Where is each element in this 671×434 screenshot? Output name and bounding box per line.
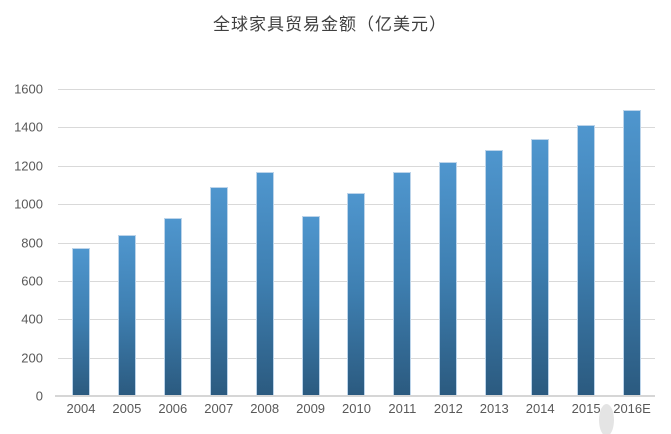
x-tick-label-2016E: 2016E — [613, 401, 651, 416]
bar-2008 — [255, 171, 274, 396]
bar-slot-2010 — [334, 89, 380, 396]
bar-2011 — [393, 171, 412, 396]
bar-2007 — [209, 186, 228, 396]
bar-2014 — [531, 138, 550, 396]
x-tick-label-2004: 2004 — [66, 401, 96, 416]
gridline-1400 — [58, 127, 655, 129]
y-tick-label-200: 200 — [21, 350, 43, 366]
bar-slot-2013 — [471, 89, 517, 396]
x-tick-label-2015: 2015 — [571, 401, 601, 416]
x-tick-label-2005: 2005 — [112, 401, 142, 416]
y-tick-label-600: 600 — [21, 273, 43, 289]
x-tick-label-2011: 2011 — [388, 401, 417, 416]
y-axis-labels: 0 200 400 600 800 1000 1200 1400 1600 — [0, 82, 45, 404]
bar-slot-2014 — [517, 89, 563, 396]
bar-slot-2004 — [58, 89, 104, 396]
y-tick-label-400: 400 — [21, 311, 43, 327]
x-tick-label-2012: 2012 — [433, 401, 463, 416]
bar-2012 — [439, 161, 458, 396]
x-axis-labels: 2004 2005 2006 2007 2008 2009 2010 2011 2012 2013… — [58, 401, 655, 416]
x-tick-label-2006: 2006 — [158, 401, 188, 416]
x-tick-label-2014: 2014 — [525, 401, 555, 416]
bar-2010 — [347, 192, 366, 396]
y-tick-label-1000: 1000 — [14, 196, 43, 212]
x-axis-line — [55, 395, 655, 397]
y-tick-label-1200: 1200 — [14, 158, 43, 174]
bar-slot-2012 — [425, 89, 471, 396]
bar-slot-2006 — [150, 89, 196, 396]
bar-slot-2011 — [379, 89, 425, 396]
bar-2013 — [485, 150, 504, 396]
bar-slot-2008 — [242, 89, 288, 396]
gridline-1200 — [58, 165, 655, 167]
x-tick-label-2008: 2008 — [250, 401, 280, 416]
bar-slot-2016E — [609, 89, 655, 396]
bar-2009 — [301, 215, 320, 396]
plot-area — [55, 89, 655, 397]
x-tick-label-2009: 2009 — [296, 401, 326, 416]
gridline-1600 — [58, 89, 655, 90]
y-tick-label-1600: 1600 — [14, 81, 43, 97]
bar-slot-2015 — [563, 89, 609, 396]
chart-title: 全球家具贸易金额（亿美元） — [213, 15, 447, 34]
x-tick-label-2013: 2013 — [479, 401, 509, 416]
bar-slot-2005 — [104, 89, 150, 396]
bar-2015 — [577, 125, 596, 396]
x-tick-label-2007: 2007 — [204, 401, 234, 416]
y-tick-label-1400: 1400 — [14, 119, 43, 135]
bar-slot-2007 — [196, 89, 242, 396]
watermark-blob — [599, 404, 614, 434]
x-tick-label-2010: 2010 — [342, 401, 371, 416]
y-tick-label-0: 0 — [35, 388, 43, 404]
y-tick-label-800: 800 — [21, 235, 43, 250]
bar-2004 — [71, 248, 90, 396]
bar-series — [58, 89, 655, 396]
bar-2005 — [117, 234, 136, 396]
bar-slot-2009 — [288, 89, 334, 396]
bar-2016E — [623, 110, 642, 396]
bar-2006 — [163, 217, 182, 396]
